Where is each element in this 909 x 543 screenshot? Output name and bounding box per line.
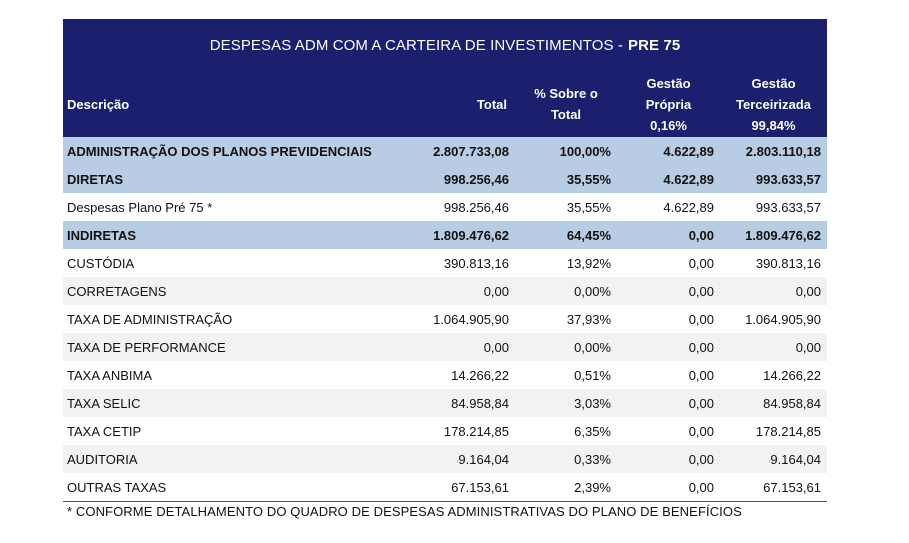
cell-propria: 0,00: [688, 367, 714, 383]
table-row: CORRETAGENS 0,00 0,00% 0,00 0,00: [63, 277, 827, 305]
header-percent-line1: % Sobre o: [534, 86, 598, 101]
cell-terceirizada: 84.958,84: [720, 389, 827, 417]
cell-total: 390.813,16: [443, 255, 509, 271]
cell-total: 9.164,04: [403, 445, 515, 473]
table-row: DIRETAS 998.256,46 35,55% 4.622,89 993.6…: [63, 165, 827, 193]
header-terceirizada-line1: Gestão: [751, 75, 796, 91]
cell-descricao: CUSTÓDIA: [67, 255, 135, 271]
cell-propria: 4.622,89: [617, 137, 720, 165]
cell-propria: 4.622,89: [663, 199, 714, 215]
table-row: INDIRETAS 1.809.476,62 64,45% 0,00 1.809…: [63, 221, 827, 249]
cell-propria: 0,00: [617, 473, 720, 502]
table-row: OUTRAS TAXAS 67.153,61 2,39% 0,00 67.153…: [63, 473, 827, 502]
cell-terceirizada: 9.164,04: [720, 445, 827, 473]
cell-terceirizada: 178.214,85: [755, 423, 821, 439]
header-terceirizada-line2: Terceirizada: [736, 96, 811, 112]
cell-percent: 2,39%: [515, 473, 617, 502]
table-row: CUSTÓDIA 390.813,16 13,92% 0,00 390.813,…: [63, 249, 827, 277]
cell-percent: 0,00%: [515, 277, 617, 305]
cell-propria: 0,00: [688, 423, 714, 439]
table-row: AUDITORIA 9.164,04 0,33% 0,00 9.164,04: [63, 445, 827, 473]
cell-percent: 37,93%: [566, 311, 611, 327]
cell-total: 2.807.733,08: [403, 137, 515, 165]
cell-descricao: ADMINISTRAÇÃO DOS PLANOS PREVIDENCIAIS: [63, 137, 403, 165]
cell-terceirizada: 993.633,57: [755, 199, 821, 215]
cell-percent: 6,35%: [574, 423, 611, 439]
cell-descricao: AUDITORIA: [63, 445, 403, 473]
cell-total: 998.256,46: [403, 165, 515, 193]
cell-terceirizada: 0,00: [720, 333, 827, 361]
cell-total: 67.153,61: [403, 473, 515, 502]
cell-percent: 13,92%: [566, 255, 611, 271]
cell-percent: 0,51%: [574, 367, 611, 383]
cell-terceirizada: 0,00: [720, 277, 827, 305]
cell-terceirizada: 1.064.905,90: [745, 311, 821, 327]
header-propria-line2: Própria: [645, 96, 692, 112]
expenses-report: DESPESAS ADM COM A CARTEIRA DE INVESTIME…: [63, 19, 827, 519]
header-gestao-propria: Gestão Própria 0,16%: [617, 71, 720, 137]
table-title: DESPESAS ADM COM A CARTEIRA DE INVESTIME…: [63, 19, 827, 71]
cell-terceirizada: 67.153,61: [720, 473, 827, 502]
table-row: TAXA CETIP 178.214,85 6,35% 0,00 178.214…: [63, 417, 827, 445]
cell-terceirizada: 14.266,22: [763, 367, 821, 383]
cell-total: 178.214,85: [443, 423, 509, 439]
cell-percent: 0,33%: [515, 445, 617, 473]
cell-total: 14.266,22: [451, 367, 509, 383]
cell-propria: 4.622,89: [617, 165, 720, 193]
expenses-table: Descrição Total % Sobre o Total Gestão P…: [63, 71, 827, 502]
cell-percent: 100,00%: [515, 137, 617, 165]
cell-percent: 3,03%: [515, 389, 617, 417]
cell-terceirizada: 993.633,57: [720, 165, 827, 193]
cell-descricao: TAXA SELIC: [63, 389, 403, 417]
cell-total: 0,00: [403, 277, 515, 305]
table-row: TAXA DE ADMINISTRAÇÃO 1.064.905,90 37,93…: [63, 305, 827, 333]
cell-descricao: DIRETAS: [63, 165, 403, 193]
cell-total: 1.064.905,90: [433, 311, 509, 327]
cell-propria: 0,00: [617, 389, 720, 417]
table-row: ADMINISTRAÇÃO DOS PLANOS PREVIDENCIAIS 2…: [63, 137, 827, 165]
cell-terceirizada: 1.809.476,62: [720, 221, 827, 249]
cell-terceirizada: 2.803.110,18: [720, 137, 827, 165]
header-percent-line2: Total: [550, 107, 582, 122]
header-gestao-terceirizada: Gestão Terceirizada 99,84%: [720, 71, 827, 137]
cell-propria: 0,00: [617, 277, 720, 305]
cell-percent: 0,00%: [515, 333, 617, 361]
cell-total: 84.958,84: [403, 389, 515, 417]
header-percent-total: % Sobre o Total: [515, 71, 617, 137]
table-row: Despesas Plano Pré 75 * 998.256,46 35,55…: [63, 193, 827, 221]
table-title-text: DESPESAS ADM COM A CARTEIRA DE INVESTIME…: [209, 36, 623, 54]
cell-total: 998.256,46: [443, 199, 509, 215]
cell-propria: 0,00: [617, 333, 720, 361]
header-propria-line1: Gestão: [646, 75, 691, 91]
header-descricao: Descrição: [63, 71, 403, 137]
cell-percent: 35,55%: [515, 165, 617, 193]
cell-descricao: OUTRAS TAXAS: [63, 473, 403, 502]
cell-propria: 0,00: [617, 445, 720, 473]
table-body: ADMINISTRAÇÃO DOS PLANOS PREVIDENCIAIS 2…: [63, 137, 827, 502]
cell-descricao: TAXA CETIP: [67, 423, 142, 439]
table-row: TAXA SELIC 84.958,84 3,03% 0,00 84.958,8…: [63, 389, 827, 417]
cell-propria: 0,00: [617, 221, 720, 249]
cell-descricao: CORRETAGENS: [63, 277, 403, 305]
cell-descricao: INDIRETAS: [63, 221, 403, 249]
header-terceirizada-pct: 99,84%: [751, 117, 796, 133]
cell-terceirizada: 390.813,16: [755, 255, 821, 271]
table-header: Descrição Total % Sobre o Total Gestão P…: [63, 71, 827, 137]
cell-descricao: TAXA DE PERFORMANCE: [63, 333, 403, 361]
cell-descricao: TAXA ANBIMA: [67, 367, 153, 383]
header-total: Total: [403, 71, 515, 137]
table-row: TAXA DE PERFORMANCE 0,00 0,00% 0,00 0,00: [63, 333, 827, 361]
cell-percent: 35,55%: [566, 199, 611, 215]
cell-propria: 0,00: [688, 311, 714, 327]
cell-total: 1.809.476,62: [403, 221, 515, 249]
cell-descricao: TAXA DE ADMINISTRAÇÃO: [67, 311, 233, 327]
cell-descricao: Despesas Plano Pré 75 *: [67, 199, 213, 215]
footnote: * CONFORME DETALHAMENTO DO QUADRO DE DES…: [67, 504, 742, 519]
cell-total: 0,00: [403, 333, 515, 361]
table-row: TAXA ANBIMA 14.266,22 0,51% 0,00 14.266,…: [63, 361, 827, 389]
cell-percent: 64,45%: [515, 221, 617, 249]
header-propria-pct: 0,16%: [650, 117, 687, 133]
table-title-plan: PRE 75: [628, 36, 681, 54]
cell-propria: 0,00: [688, 255, 714, 271]
